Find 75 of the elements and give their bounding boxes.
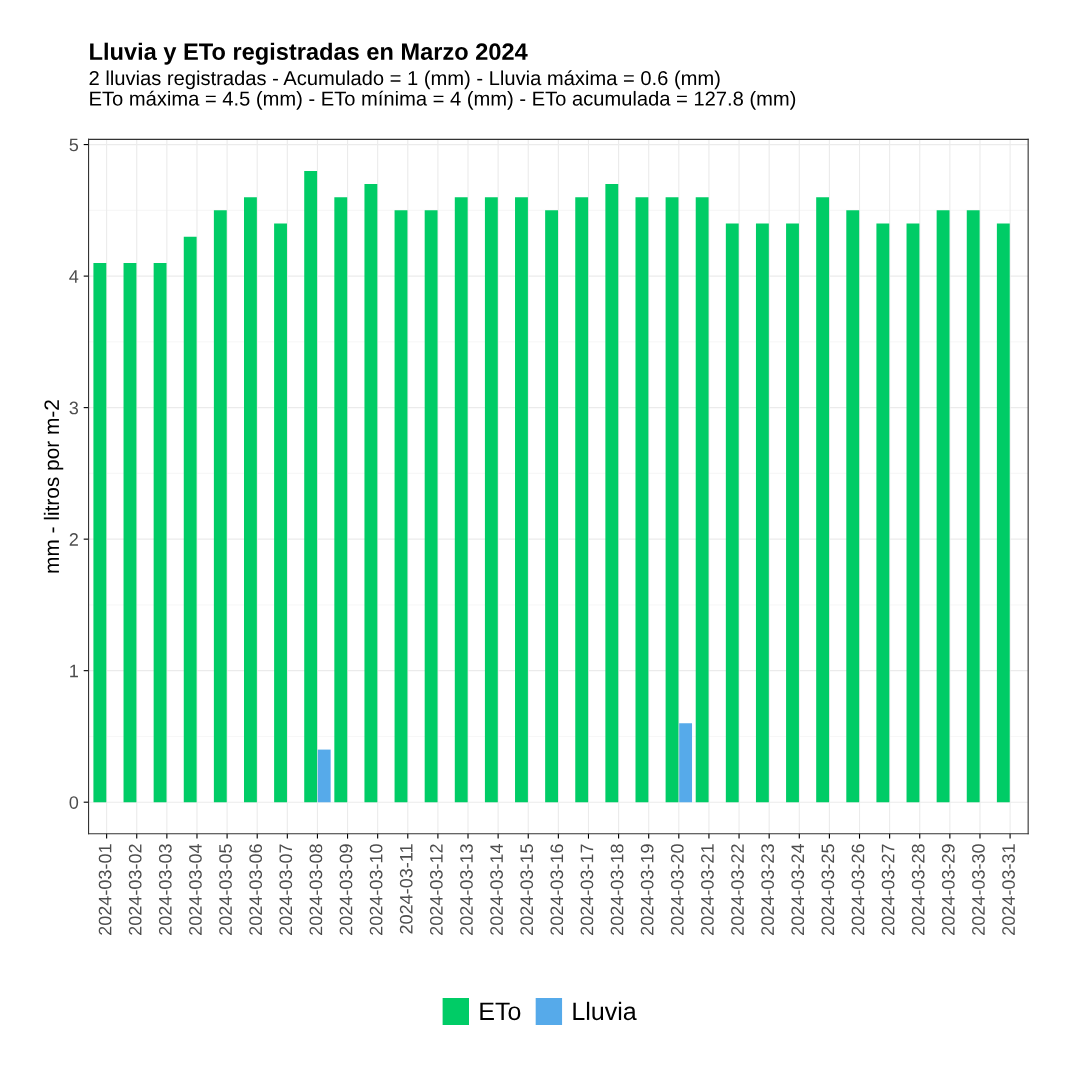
legend-label: Lluvia xyxy=(573,1001,637,1021)
bar xyxy=(93,262,107,803)
bar xyxy=(515,197,528,803)
x-tick-label: 2024-03-19 xyxy=(640,844,654,935)
x-tick-label: 2024-03-06 xyxy=(249,844,263,935)
bar xyxy=(635,197,649,803)
x-tick-label: 2024-03-03 xyxy=(158,844,172,935)
x-tick-label: 2024-03-29 xyxy=(941,844,955,935)
x-tick-label: 2024-03-07 xyxy=(279,844,293,935)
x-tick-label: 2024-03-12 xyxy=(429,844,443,935)
bar xyxy=(575,197,589,803)
x-tick-label: 2024-03-28 xyxy=(911,844,925,935)
x-tick-label: 2024-03-18 xyxy=(610,844,624,935)
x-tick-label: 2024-03-11 xyxy=(399,844,413,934)
x-tick-label: 2024-03-15 xyxy=(520,844,534,935)
y-axis-title: mm - litros por m-2 xyxy=(43,400,64,573)
bar xyxy=(906,223,920,803)
chart-title: Lluvia y ETo registradas en Marzo 2024 xyxy=(90,42,528,65)
y-tick-label: 3 xyxy=(69,401,79,415)
y-tick-label: 0 xyxy=(69,796,79,809)
x-tick-label: 2024-03-14 xyxy=(490,844,503,935)
x-tick-label: 2024-03-05 xyxy=(219,844,232,935)
bar xyxy=(679,723,693,803)
bar xyxy=(786,223,799,803)
x-tick-label: 2024-03-09 xyxy=(339,844,353,935)
bar xyxy=(665,197,679,803)
x-tick-label: 2024-03-21 xyxy=(701,844,714,935)
x-tick-label: 2024-03-02 xyxy=(128,844,142,935)
chart-subtitle: 2 lluvias registradas - Acumulado = 1 (mm) - Lluvia máxima = 0.6 (mm) ETo máxima = 4.5 (mm) - ETo mínima = 4 (mm) - ETo acumulada = 127.8 (mm) xyxy=(89,70,796,110)
bar xyxy=(424,210,438,803)
bar xyxy=(364,184,378,803)
x-tick-label: 2024-03-13 xyxy=(460,844,473,935)
y-tick-label: 4 xyxy=(69,270,79,283)
bar xyxy=(876,223,890,803)
bar xyxy=(816,197,830,803)
bar xyxy=(274,223,287,803)
x-tick-label: 2024-03-04 xyxy=(189,844,202,935)
bar xyxy=(183,236,197,803)
bar xyxy=(123,262,137,803)
bar xyxy=(153,262,167,803)
bar xyxy=(213,210,227,803)
bar xyxy=(545,210,559,803)
bar xyxy=(936,210,950,803)
bar xyxy=(484,197,498,803)
x-tick-label: 2024-03-01 xyxy=(98,844,112,935)
bar xyxy=(695,197,709,803)
bar xyxy=(243,197,257,803)
legend-label: ETo xyxy=(480,1002,521,1021)
bar xyxy=(846,210,860,803)
bar xyxy=(996,223,1010,803)
x-tick-label: 2024-03-10 xyxy=(369,844,383,935)
y-tick-label: 1 xyxy=(70,664,78,678)
bar xyxy=(966,210,980,803)
x-tick-label: 2024-03-26 xyxy=(851,844,865,935)
bar xyxy=(304,170,318,803)
x-tick-label: 2024-03-22 xyxy=(731,844,744,935)
x-tick-label: 2024-03-17 xyxy=(580,844,594,935)
x-tick-label: 2024-03-20 xyxy=(670,844,684,935)
x-tick-label: 2024-03-23 xyxy=(761,844,775,935)
x-tick-label: 2024-03-24 xyxy=(791,844,805,935)
bar xyxy=(725,223,739,803)
x-tick-label: 2024-03-31 xyxy=(1002,844,1015,935)
bar xyxy=(317,749,331,803)
bar xyxy=(755,223,769,803)
bar xyxy=(605,184,619,803)
x-tick-label: 2024-03-16 xyxy=(550,844,564,935)
x-tick-label: 2024-03-08 xyxy=(309,844,323,935)
bar xyxy=(394,210,408,803)
x-tick-label: 2024-03-25 xyxy=(821,844,835,935)
x-tick-label: 2024-03-30 xyxy=(972,844,985,935)
x-tick-label: 2024-03-27 xyxy=(881,844,895,935)
bar xyxy=(334,197,348,803)
y-tick-label: 5 xyxy=(69,138,79,152)
bar xyxy=(454,197,468,803)
y-tick-label: 2 xyxy=(69,533,78,546)
